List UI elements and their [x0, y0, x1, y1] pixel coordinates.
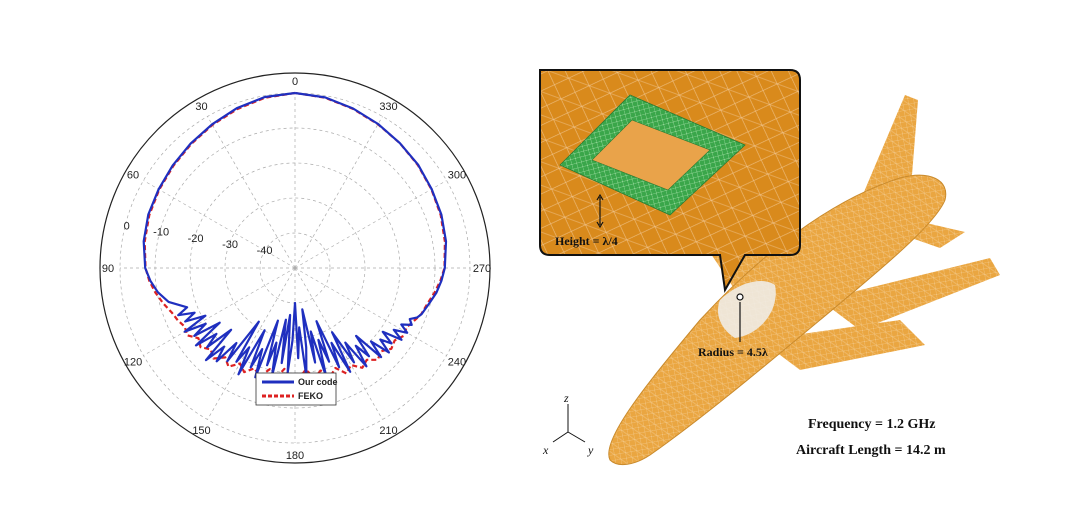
polar-spoke [207, 116, 296, 269]
radial-tick-label: -10 [153, 227, 169, 239]
aircraft-illustration: Height = λ/4 Radius = 4.5λ z x y Frequen… [539, 69, 1000, 466]
polar-ring [224, 197, 366, 339]
angle-tick-label: 300 [448, 170, 466, 182]
polar-spoke [143, 180, 296, 269]
angle-tick-label: 210 [379, 425, 397, 437]
right-wing [760, 320, 925, 370]
angle-tick-label: 180 [286, 450, 304, 462]
feed-point-marker [736, 293, 744, 301]
y-axis-label: y [587, 443, 594, 457]
angle-tick-label: 120 [124, 357, 142, 369]
radial-tick-label: 0 [124, 221, 130, 233]
height-label: Height = λ/4 [555, 234, 618, 248]
y-axis-line [567, 431, 586, 443]
height-arrow-heads [596, 193, 604, 229]
polar-spoke [294, 116, 383, 269]
angle-tick-label: 270 [473, 263, 491, 275]
polar-angle-ticks: 0 30 60 90 120 150 180 210 240 270 300 330 [102, 76, 491, 462]
polar-chart: 0 30 60 90 120 150 180 210 240 270 300 330 0 -10 -20 -… [99, 72, 491, 464]
legend-label-feko: FEKO [298, 391, 323, 401]
chart-legend: Our code FEKO [255, 372, 338, 406]
aircraft-length-label: Aircraft Length = 14.2 m [796, 443, 946, 458]
x-axis-line [552, 431, 569, 443]
axes-triad: z x y [542, 391, 594, 457]
polar-spoke [294, 180, 447, 269]
radial-tick-label: -40 [257, 245, 273, 257]
angle-tick-label: 150 [192, 425, 210, 437]
polar-spoke [143, 267, 296, 356]
polar-spoke [207, 267, 296, 420]
polar-spoke [294, 267, 383, 420]
radial-tick-label: -30 [222, 239, 238, 251]
polar-radial-ticks: 0 -10 -20 -30 -40 [124, 221, 273, 257]
angle-tick-label: 0 [292, 76, 298, 88]
fuselage [608, 174, 947, 466]
angle-tick-label: 60 [127, 170, 139, 182]
patch-aperture [591, 119, 711, 191]
z-axis-label: z [563, 391, 569, 405]
legend-box [255, 372, 337, 406]
radial-tick-label: -20 [188, 233, 204, 245]
frequency-label: Frequency = 1.2 GHz [808, 417, 935, 432]
series-line-our-code [142, 91, 448, 379]
polar-spoke [294, 267, 447, 356]
angle-tick-label: 240 [448, 357, 466, 369]
angle-tick-label: 30 [195, 101, 207, 113]
radius-label: Radius = 4.5λ [698, 345, 768, 359]
x-axis-label: x [542, 443, 549, 457]
antenna-region [717, 280, 776, 338]
right-wing-tail [820, 258, 1000, 330]
legend-label-our-code: Our code [298, 377, 338, 387]
angle-tick-label: 330 [379, 101, 397, 113]
angle-tick-label: 90 [102, 263, 114, 275]
